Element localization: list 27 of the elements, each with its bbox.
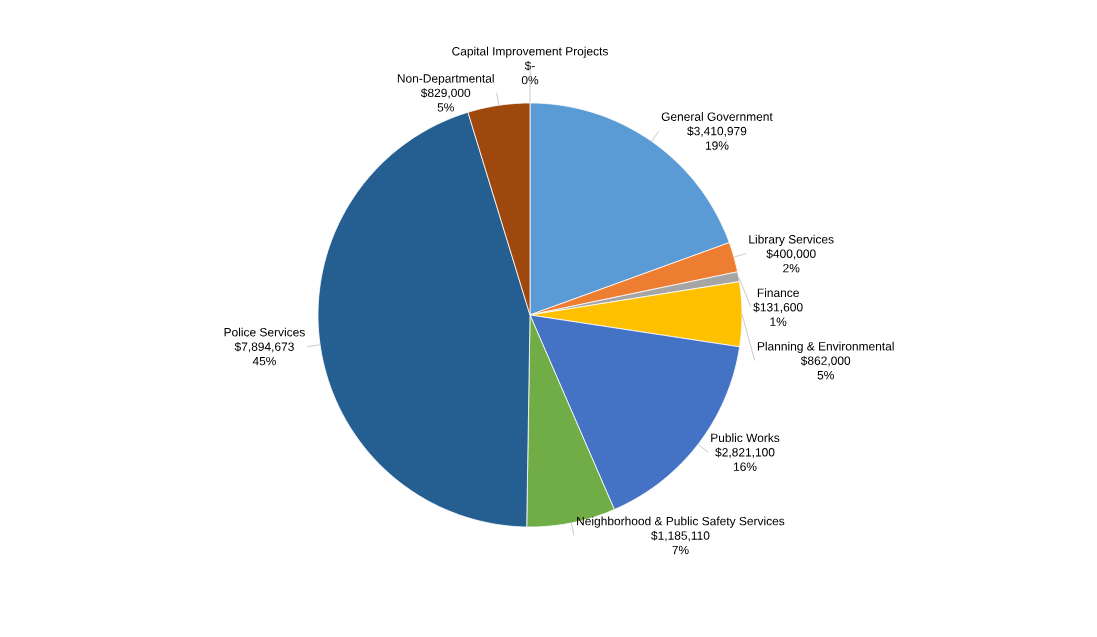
text: 45% — [252, 356, 276, 366]
slice-label: Library Services — [749, 234, 834, 246]
text: 7% — [672, 545, 689, 555]
slice-label: Neighborhood & Public Safety Services — [577, 516, 785, 528]
text: 2% — [783, 263, 800, 273]
slice-label: Finance — [757, 288, 799, 298]
data-label: $829,000 — [420, 88, 471, 99]
data-label: $1,185,110 — [651, 530, 710, 542]
category-label: Capital Improvement Projects — [452, 46, 608, 58]
data-label: $3,410,979 — [687, 126, 747, 137]
slice-label: Public Works — [711, 433, 780, 443]
text: 19% — [705, 141, 729, 150]
data-label: $400,000 — [766, 249, 816, 260]
text: $- — [524, 60, 535, 71]
slice-label: General Government — [661, 112, 773, 121]
data-label: $131,600 — [753, 302, 803, 313]
slice-label: Planning & Environmental — [757, 341, 894, 353]
text: 0% — [521, 75, 539, 85]
text: 5% — [817, 371, 834, 380]
data-label: $7,894,673 — [234, 341, 294, 353]
slice-label: Police Services — [224, 327, 305, 337]
text: 16% — [733, 462, 757, 471]
data-label: $2,821,100 — [715, 447, 775, 458]
text: 1% — [770, 317, 787, 326]
data-label: $862,000 — [800, 356, 851, 367]
slice-label: Non-Departmental — [397, 73, 494, 86]
text: 5% — [437, 103, 454, 112]
